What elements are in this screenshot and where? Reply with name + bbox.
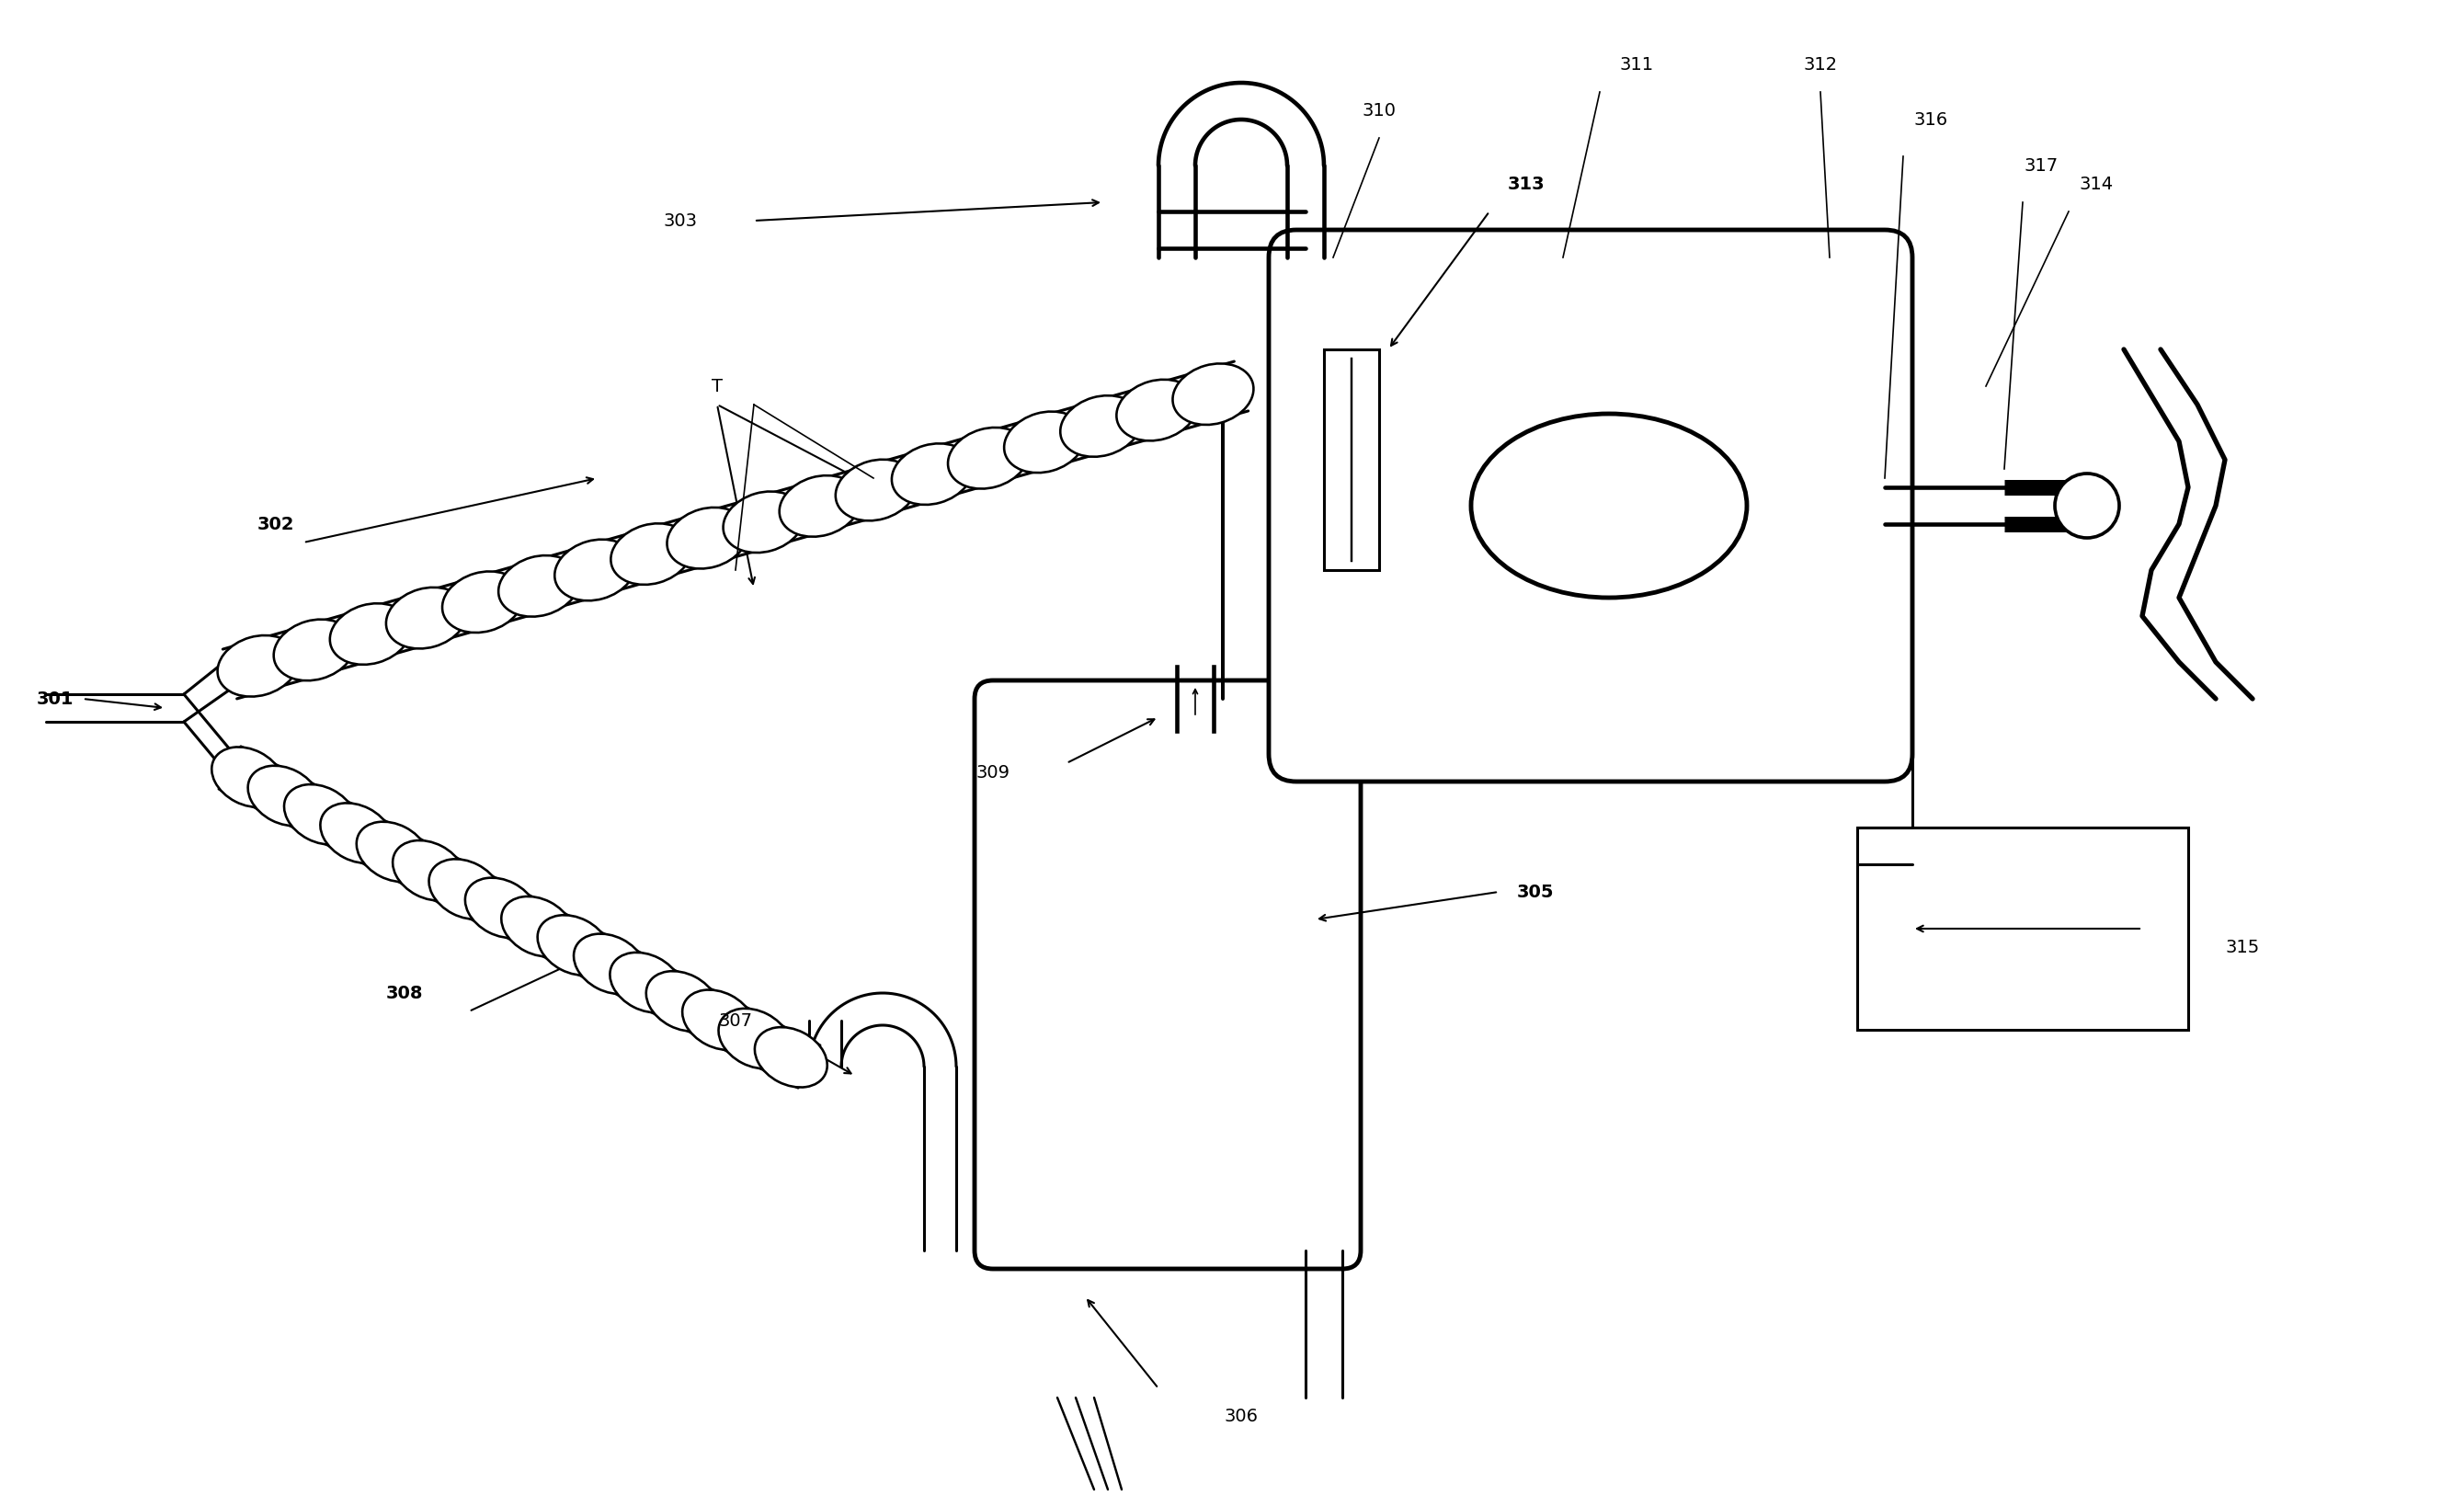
Ellipse shape — [498, 556, 579, 616]
FancyBboxPatch shape — [1269, 231, 1912, 782]
Ellipse shape — [949, 428, 1030, 488]
Text: 313: 313 — [1508, 175, 1545, 193]
Ellipse shape — [668, 508, 749, 568]
Ellipse shape — [646, 971, 719, 1031]
Text: 316: 316 — [1915, 112, 1949, 128]
Ellipse shape — [754, 1028, 828, 1088]
Ellipse shape — [554, 540, 636, 601]
Text: 307: 307 — [719, 1011, 752, 1029]
Ellipse shape — [387, 588, 468, 648]
Text: 311: 311 — [1619, 56, 1653, 74]
Ellipse shape — [722, 491, 803, 553]
Ellipse shape — [779, 476, 860, 536]
Ellipse shape — [249, 766, 320, 826]
FancyBboxPatch shape — [976, 680, 1360, 1269]
Ellipse shape — [537, 915, 611, 975]
Ellipse shape — [892, 443, 973, 505]
Ellipse shape — [357, 821, 429, 882]
Ellipse shape — [500, 897, 574, 957]
Ellipse shape — [320, 803, 392, 864]
Ellipse shape — [429, 859, 500, 919]
Ellipse shape — [441, 571, 522, 633]
Bar — [1858, 827, 2188, 1029]
Ellipse shape — [835, 460, 917, 521]
Ellipse shape — [574, 934, 646, 995]
Ellipse shape — [611, 523, 692, 585]
Ellipse shape — [1060, 395, 1141, 457]
Ellipse shape — [392, 841, 466, 901]
Ellipse shape — [1173, 363, 1254, 425]
Bar — [1323, 350, 1380, 570]
Ellipse shape — [683, 990, 754, 1050]
Ellipse shape — [212, 747, 283, 808]
Ellipse shape — [217, 636, 298, 696]
Ellipse shape — [330, 603, 411, 665]
Circle shape — [2055, 473, 2119, 538]
Text: 315: 315 — [2225, 939, 2259, 955]
Text: 308: 308 — [387, 984, 424, 1002]
Text: 310: 310 — [1363, 101, 1397, 119]
Ellipse shape — [719, 1008, 791, 1068]
Ellipse shape — [1116, 380, 1198, 440]
Ellipse shape — [274, 619, 355, 681]
Text: T: T — [712, 377, 722, 395]
Text: 309: 309 — [976, 764, 1010, 781]
Text: 314: 314 — [2080, 175, 2114, 193]
Text: 317: 317 — [2023, 157, 2057, 175]
Text: 302: 302 — [256, 515, 293, 533]
Ellipse shape — [611, 952, 683, 1013]
Ellipse shape — [1471, 414, 1747, 598]
Text: 312: 312 — [1804, 56, 1838, 74]
Text: 301: 301 — [37, 690, 74, 707]
Text: 303: 303 — [663, 212, 697, 229]
Text: 305: 305 — [1518, 883, 1555, 901]
Ellipse shape — [466, 877, 537, 937]
Text: 306: 306 — [1225, 1408, 1259, 1424]
Ellipse shape — [1005, 411, 1084, 473]
Ellipse shape — [283, 784, 357, 844]
